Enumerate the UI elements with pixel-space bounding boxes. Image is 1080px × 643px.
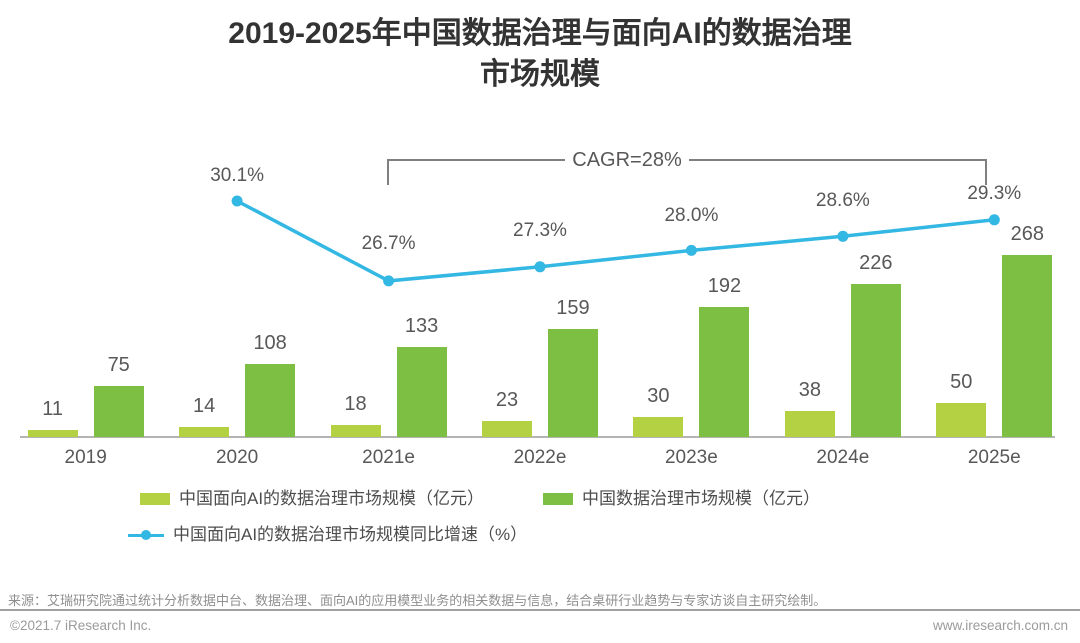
legend-label-total-market: 中国数据治理市场规模（亿元） — [582, 489, 820, 508]
growth-point-2023e — [685, 244, 697, 256]
bar-value-total-2024e: 226 — [859, 252, 893, 274]
legend-swatch-total-market — [543, 493, 573, 505]
growth-point-2020 — [231, 195, 243, 207]
legend-item-ai-market: 中国面向AI的数据治理市场规模（亿元） — [140, 488, 484, 510]
bar-value-total-2023e: 192 — [707, 275, 742, 297]
bar-ai-2022e — [481, 421, 532, 437]
cagr-bracket-left-tick — [387, 159, 389, 185]
x-tick-2023e: 2023e — [664, 447, 718, 468]
bar-value-total-2019: 75 — [107, 354, 130, 376]
growth-label-2025e: 29.3% — [967, 182, 1022, 204]
bar-value-ai-2024e: 38 — [798, 379, 821, 401]
cagr-bracket: CAGR=28% — [387, 147, 987, 189]
x-tick-2021e: 2021e — [362, 447, 415, 468]
x-tick-2025e: 2025e — [967, 447, 1021, 468]
bar-value-total-2020: 108 — [253, 332, 287, 354]
bar-total-2021e — [396, 347, 447, 437]
bar-value-ai-2022e: 23 — [495, 389, 519, 411]
cagr-bracket-right-tick — [985, 159, 987, 185]
bar-value-ai-2023e: 30 — [647, 385, 670, 407]
bar-value-ai-2025e: 50 — [950, 371, 973, 393]
bar-total-2025e — [1002, 255, 1053, 437]
growth-label-2021e: 26.7% — [361, 232, 416, 254]
bar-ai-2025e — [936, 403, 987, 437]
cagr-annotation: CAGR=28% — [572, 149, 682, 171]
bar-total-2020 — [245, 364, 296, 437]
bar-total-2024e — [850, 284, 901, 437]
growth-point-2024e — [837, 230, 849, 242]
legend-label-ai-market: 中国面向AI的数据治理市场规模（亿元） — [179, 489, 485, 508]
bar-ai-2020 — [179, 427, 230, 437]
bar-total-2022e — [547, 329, 598, 437]
bar-total-2023e — [699, 307, 750, 437]
growth-point-2022e — [534, 261, 546, 273]
legend-label-growth-rate: 中国面向AI的数据治理市场规模同比增速（%） — [173, 525, 528, 544]
footer-copyright: ©2021.7 iResearch Inc. — [10, 618, 152, 633]
bar-value-total-2022e: 159 — [556, 297, 590, 319]
legend-swatch-ai-market — [140, 493, 170, 505]
bar-total-2019 — [93, 386, 144, 437]
bar-value-total-2021e: 133 — [404, 315, 439, 337]
footer-divider — [0, 609, 1080, 611]
legend-swatch-growth-rate — [128, 530, 164, 540]
x-tick-2024e: 2024e — [816, 447, 870, 468]
footer-website: www.iresearch.com.cn — [932, 618, 1068, 633]
bar-value-ai-2021e: 18 — [344, 393, 367, 415]
x-axis-line — [20, 436, 1055, 438]
page-title-line-2: 市场规模 — [480, 58, 600, 91]
x-tick-2020: 2020 — [215, 447, 259, 468]
growth-label-2023e: 28.0% — [664, 205, 719, 227]
legend-item-growth-rate: 中国面向AI的数据治理市场规模同比增速（%） — [128, 524, 527, 546]
cagr-bracket-left-segment — [387, 159, 565, 161]
legend-item-total-market: 中国数据治理市场规模（亿元） — [543, 488, 820, 510]
bar-value-ai-2019: 11 — [42, 398, 64, 420]
bar-ai-2024e — [784, 411, 835, 437]
legend-line-dot-icon — [141, 530, 151, 540]
page-title-line-1: 2019-2025年中国数据治理与面向AI的数据治理 — [228, 17, 852, 50]
legend-row-2: 中国面向AI的数据治理市场规模同比增速（%） — [0, 524, 1080, 546]
bar-value-total-2025e: 268 — [1010, 223, 1044, 245]
legend-row-1: 中国面向AI的数据治理市场规模（亿元） 中国数据治理市场规模（亿元） — [0, 488, 1080, 510]
page-title: 2019-2025年中国数据治理与面向AI的数据治理 市场规模 — [0, 13, 1080, 95]
bar-ai-2023e — [633, 417, 684, 437]
growth-label-2024e: 28.6% — [815, 190, 870, 212]
growth-label-2022e: 27.3% — [513, 219, 567, 241]
growth-label-2020: 30.1% — [210, 165, 265, 186]
x-tick-2019: 2019 — [64, 447, 107, 468]
bar-ai-2019 — [27, 430, 78, 437]
source-note: 来源：艾瑞研究院通过统计分析数据中台、数据治理、面向AI的应用模型业务的相关数据… — [8, 593, 827, 608]
bar-value-ai-2020: 14 — [193, 395, 216, 417]
x-tick-2022e: 2022e — [513, 447, 567, 468]
bar-ai-2021e — [330, 425, 381, 437]
cagr-bracket-right-segment — [689, 159, 987, 161]
growth-point-2021e — [383, 275, 395, 287]
